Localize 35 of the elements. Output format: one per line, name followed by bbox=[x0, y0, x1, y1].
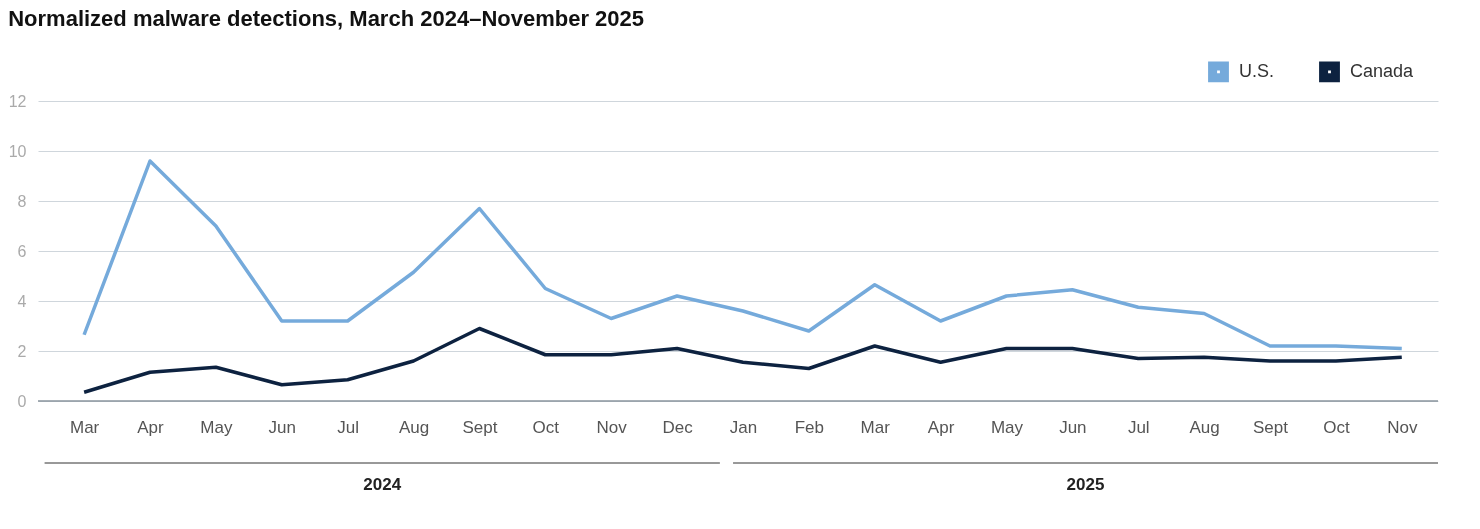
x-tick-label: Mar bbox=[69, 417, 100, 437]
x-tick-label: Sept bbox=[462, 417, 498, 437]
legend-label: Canada bbox=[1350, 60, 1415, 81]
y-tick-label: 4 bbox=[17, 292, 27, 310]
x-tick-label: Jan bbox=[729, 417, 758, 437]
x-tick-label: Jun bbox=[1059, 417, 1087, 437]
x-tick-label: Jul bbox=[337, 417, 360, 437]
x-tick-label: Dec bbox=[662, 417, 694, 437]
text: 2025 bbox=[1066, 475, 1105, 494]
x-tick-label: Oct bbox=[1323, 417, 1350, 437]
text: 2024 bbox=[363, 475, 402, 494]
x-tick-label: Aug bbox=[1189, 417, 1220, 437]
x-tick-label: Apr bbox=[137, 417, 165, 437]
x-tick-label: Nov bbox=[596, 417, 628, 437]
x-tick-label: Apr bbox=[927, 417, 955, 437]
y-tick-label: 6 bbox=[17, 242, 27, 260]
x-tick-label: Aug bbox=[398, 417, 430, 437]
y-tick-label: 2 bbox=[17, 342, 27, 360]
x-tick-label: Nov bbox=[1387, 417, 1418, 437]
x-tick-label: Feb bbox=[794, 417, 824, 437]
y-tick-label: 8 bbox=[17, 192, 27, 210]
line-series bbox=[82, 326, 1404, 394]
x-tick-label: Jun bbox=[268, 417, 296, 437]
x-tick-label: May bbox=[200, 417, 233, 437]
x-tick-label: May bbox=[990, 417, 1024, 437]
y-tick-label: 0 bbox=[17, 392, 27, 410]
x-tick-label: Mar bbox=[860, 417, 891, 437]
x-tick-label: Sept bbox=[1253, 417, 1289, 437]
chart-title: Normalized malware detections, March 2024–November 2025 bbox=[8, 6, 645, 31]
line-series bbox=[82, 159, 1404, 351]
legend-label: U.S. bbox=[1239, 60, 1275, 81]
x-tick-label: Jul bbox=[1127, 417, 1150, 437]
x-tick-label: Oct bbox=[532, 417, 560, 437]
y-tick-label: 10 bbox=[8, 142, 27, 160]
y-tick-label: 12 bbox=[8, 92, 27, 110]
